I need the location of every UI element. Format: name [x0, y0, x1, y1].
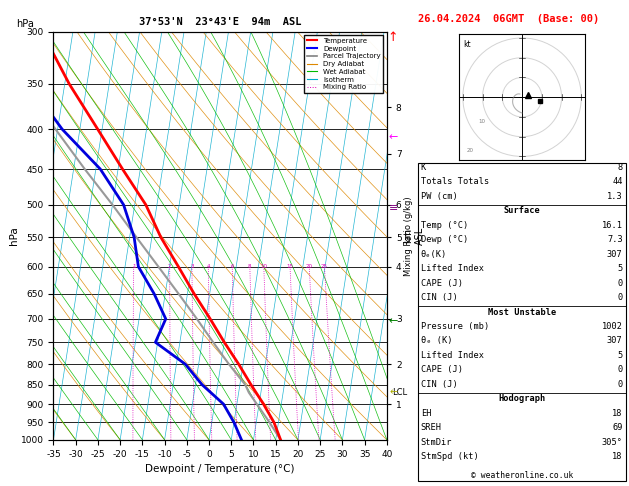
Text: Totals Totals: Totals Totals: [421, 177, 489, 186]
Text: 26.04.2024  06GMT  (Base: 00): 26.04.2024 06GMT (Base: 00): [418, 14, 599, 24]
Text: 307: 307: [607, 250, 623, 259]
Text: 1.3: 1.3: [607, 192, 623, 201]
Text: Dewp (°C): Dewp (°C): [421, 235, 468, 244]
Text: CIN (J): CIN (J): [421, 380, 457, 389]
Text: 37°53'N  23°43'E  94m  ASL: 37°53'N 23°43'E 94m ASL: [139, 17, 301, 27]
Text: 0: 0: [618, 278, 623, 288]
Text: 8: 8: [248, 264, 252, 269]
Text: 6: 6: [230, 264, 234, 269]
Text: StmSpd (kt): StmSpd (kt): [421, 452, 479, 461]
Y-axis label: hPa: hPa: [9, 226, 19, 245]
Text: 15: 15: [287, 264, 294, 269]
Text: 305°: 305°: [602, 438, 623, 447]
Text: ←: ←: [389, 316, 398, 326]
Y-axis label: km
ASL: km ASL: [403, 226, 425, 245]
Text: ←: ←: [389, 133, 398, 142]
Text: © weatheronline.co.uk: © weatheronline.co.uk: [471, 470, 573, 480]
Legend: Temperature, Dewpoint, Parcel Trajectory, Dry Adiabat, Wet Adiabat, Isotherm, Mi: Temperature, Dewpoint, Parcel Trajectory…: [304, 35, 383, 93]
Text: Most Unstable: Most Unstable: [488, 308, 556, 316]
Text: 5: 5: [618, 351, 623, 360]
Text: Hodograph: Hodograph: [498, 394, 546, 403]
Text: PW (cm): PW (cm): [421, 192, 457, 201]
Text: 25: 25: [321, 264, 328, 269]
Text: StmDir: StmDir: [421, 438, 452, 447]
Text: Lifted Index: Lifted Index: [421, 264, 484, 273]
Text: 0: 0: [618, 293, 623, 302]
Text: LCL: LCL: [392, 388, 408, 397]
Text: 69: 69: [612, 423, 623, 432]
Text: 1002: 1002: [602, 322, 623, 331]
Text: 8: 8: [618, 163, 623, 172]
Text: 10: 10: [479, 119, 486, 124]
Text: SREH: SREH: [421, 423, 442, 432]
Text: kt: kt: [463, 40, 470, 49]
Text: 18: 18: [612, 452, 623, 461]
Text: Mixing Ratio (g/kg): Mixing Ratio (g/kg): [404, 196, 413, 276]
Text: ←: ←: [389, 388, 397, 398]
Text: 18: 18: [612, 409, 623, 418]
Text: hPa: hPa: [16, 19, 33, 29]
Text: 0: 0: [618, 365, 623, 374]
Text: 307: 307: [607, 336, 623, 346]
Text: CIN (J): CIN (J): [421, 293, 457, 302]
Text: 2: 2: [168, 264, 172, 269]
Text: EH: EH: [421, 409, 431, 418]
Text: 1: 1: [132, 264, 135, 269]
Text: 4: 4: [206, 264, 210, 269]
Text: Lifted Index: Lifted Index: [421, 351, 484, 360]
Text: ≡: ≡: [389, 203, 398, 213]
Text: K: K: [421, 163, 426, 172]
Text: 20: 20: [467, 149, 474, 154]
Text: 7.3: 7.3: [607, 235, 623, 244]
Text: 5: 5: [618, 264, 623, 273]
Text: 0: 0: [618, 380, 623, 389]
Text: 3: 3: [190, 264, 194, 269]
Text: ↑: ↑: [388, 31, 398, 44]
Text: CAPE (J): CAPE (J): [421, 278, 463, 288]
Text: 16.1: 16.1: [602, 221, 623, 230]
Text: 10: 10: [260, 264, 267, 269]
Text: θₑ (K): θₑ (K): [421, 336, 452, 346]
Text: Pressure (mb): Pressure (mb): [421, 322, 489, 331]
Text: 20: 20: [306, 264, 313, 269]
Text: CAPE (J): CAPE (J): [421, 365, 463, 374]
Text: Temp (°C): Temp (°C): [421, 221, 468, 230]
Text: θₑ(K): θₑ(K): [421, 250, 447, 259]
Text: Surface: Surface: [504, 206, 540, 215]
Text: 44: 44: [612, 177, 623, 186]
X-axis label: Dewpoint / Temperature (°C): Dewpoint / Temperature (°C): [145, 464, 295, 474]
